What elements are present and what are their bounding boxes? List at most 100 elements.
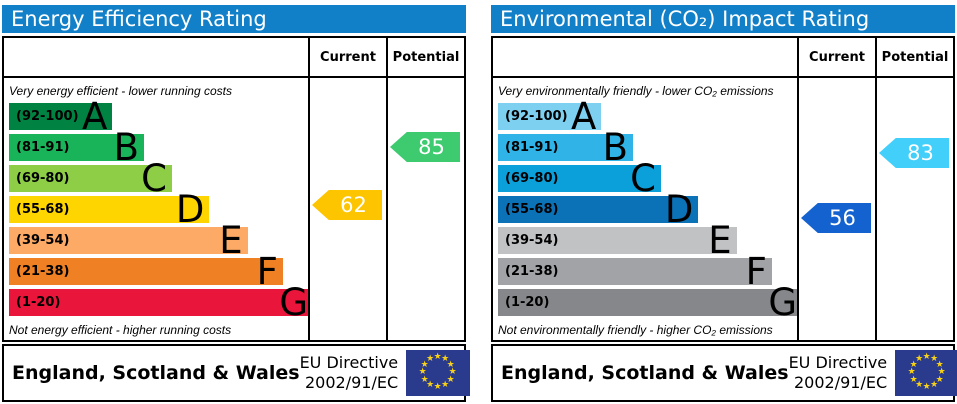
band-range-label: (81-91) — [16, 140, 70, 155]
band-range-label: (55-68) — [505, 202, 559, 217]
band-letter: C — [141, 157, 167, 200]
current-column-header: Current — [797, 38, 875, 76]
band-range-label: (69-80) — [505, 171, 559, 186]
rating-scale: Very environmentally friendly - lower CO… — [493, 78, 797, 340]
panel-title: Energy Efficiency Rating — [2, 5, 466, 33]
table-body: Very energy efficient - lower running co… — [4, 78, 464, 340]
band-letter: A — [571, 95, 597, 138]
band-range-label: (21-38) — [16, 264, 70, 279]
co2-rating-panel: Environmental (CO₂) Impact Rating Curren… — [491, 5, 957, 402]
eu-flag-icon: ★ ★ ★ ★ ★ ★ ★ ★ ★ ★ ★ ★ — [406, 350, 471, 396]
potential-column-header: Potential — [386, 38, 464, 76]
eu-directive-line1: EU Directive — [299, 353, 399, 372]
rating-band-g: (1-20) G — [498, 281, 797, 324]
current-rating-arrow: 56 — [801, 203, 871, 233]
band-letter: E — [708, 219, 732, 262]
header-spacer — [4, 38, 308, 76]
eu-star-icon: ★ — [907, 367, 916, 377]
band-letter: G — [279, 281, 308, 324]
eu-star-icon: ★ — [930, 379, 939, 390]
current-rating-value: 56 — [829, 206, 856, 230]
rating-scale: Very energy efficient - lower running co… — [4, 78, 308, 340]
rating-band-c: (69-80) C — [498, 157, 661, 200]
eu-star-icon: ★ — [922, 352, 931, 362]
band-letter: B — [602, 126, 628, 169]
rating-band-g: (1-20) G — [9, 281, 308, 324]
eu-directive-line1: EU Directive — [788, 353, 888, 372]
header-spacer — [493, 38, 797, 76]
eu-directive-label: EU Directive 2002/91/EC — [300, 353, 399, 393]
potential-column: 83 — [875, 78, 953, 340]
band-letter: F — [256, 250, 278, 293]
eu-star-icon: ★ — [441, 379, 450, 390]
band-letter: G — [768, 281, 797, 324]
rating-band-c: (69-80) C — [9, 157, 172, 200]
rating-band-a: (92-100) A — [9, 95, 113, 138]
eu-flag-icon: ★ ★ ★ ★ ★ ★ ★ ★ ★ ★ ★ ★ — [895, 350, 957, 396]
eu-star-icon: ★ — [446, 359, 455, 370]
current-column: 62 — [308, 78, 386, 340]
scale-top-caption: Very energy efficient - lower running co… — [9, 84, 232, 98]
table-header: Current Potential — [493, 38, 953, 78]
eu-star-icon: ★ — [418, 367, 427, 377]
eu-star-icon: ★ — [420, 359, 429, 370]
energy-rating-panel: Energy Efficiency Rating Current Potenti… — [2, 5, 471, 402]
energy-rating-table: Current Potential Very energy efficient … — [2, 36, 466, 342]
rating-band-d: (55-68) D — [9, 188, 210, 231]
band-range-label: (92-100) — [505, 109, 568, 124]
band-range-label: (1-20) — [16, 295, 61, 310]
eu-star-icon: ★ — [426, 354, 435, 364]
eu-star-icon: ★ — [915, 379, 924, 390]
eu-star-icon: ★ — [935, 359, 944, 370]
rating-band-f: (21-38) F — [498, 250, 772, 293]
potential-rating-arrow: 83 — [879, 138, 949, 168]
band-letter: B — [113, 126, 139, 169]
band-range-label: (39-54) — [16, 233, 70, 248]
current-column: 56 — [797, 78, 875, 340]
eu-star-icon: ★ — [935, 374, 944, 385]
rating-band-f: (21-38) F — [9, 250, 283, 293]
eu-directive-line2: 2002/91/EC — [305, 373, 399, 392]
band-letter: D — [175, 188, 205, 231]
panel-footer: England, Scotland & Wales EU Directive 2… — [2, 344, 471, 402]
current-column-header: Current — [308, 38, 386, 76]
rating-band-e: (39-54) E — [9, 219, 248, 262]
table-body: Very environmentally friendly - lower CO… — [493, 78, 953, 340]
current-rating-arrow: 62 — [312, 190, 382, 220]
potential-column-header: Potential — [875, 38, 953, 76]
scale-bottom-caption: Not energy efficient - higher running co… — [9, 323, 232, 337]
potential-column: 85 — [386, 78, 464, 340]
region-label: England, Scotland & Wales — [12, 362, 300, 384]
band-range-label: (1-20) — [505, 295, 550, 310]
potential-rating-arrow: 85 — [390, 132, 460, 162]
table-header: Current Potential — [4, 38, 464, 78]
co2-rating-table: Current Potential Very environmentally f… — [491, 36, 955, 342]
eu-star-icon: ★ — [922, 382, 931, 392]
band-letter: E — [219, 219, 243, 262]
eu-star-icon: ★ — [446, 374, 455, 385]
band-range-label: (39-54) — [505, 233, 559, 248]
panel-footer: England, Scotland & Wales EU Directive 2… — [491, 344, 957, 402]
region-label: England, Scotland & Wales — [501, 362, 789, 384]
eu-star-icon: ★ — [441, 354, 450, 364]
band-range-label: (81-91) — [505, 140, 559, 155]
rating-band-d: (55-68) D — [498, 188, 699, 231]
scale-bottom-caption: Not environmentally friendly - higher CO… — [498, 323, 773, 337]
eu-star-icon: ★ — [930, 354, 939, 364]
eu-star-icon: ★ — [909, 359, 918, 370]
band-letter: F — [745, 250, 767, 293]
band-range-label: (92-100) — [16, 109, 79, 124]
band-letter: A — [82, 95, 108, 138]
eu-star-icon: ★ — [937, 367, 946, 377]
rating-band-e: (39-54) E — [498, 219, 737, 262]
eu-directive-line2: 2002/91/EC — [794, 373, 888, 392]
eu-star-icon: ★ — [909, 374, 918, 385]
eu-star-icon: ★ — [448, 367, 457, 377]
eu-star-icon: ★ — [915, 354, 924, 364]
band-letter: C — [630, 157, 656, 200]
band-letter: D — [664, 188, 694, 231]
scale-top-caption: Very environmentally friendly - lower CO… — [498, 84, 774, 98]
potential-rating-value: 83 — [907, 141, 934, 165]
eu-directive-label: EU Directive 2002/91/EC — [789, 353, 888, 393]
